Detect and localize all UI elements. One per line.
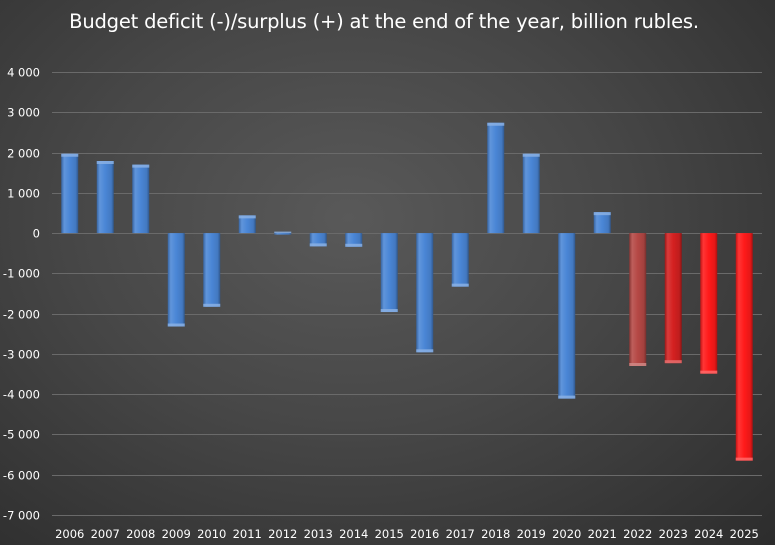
bar-bevel-2024 [700, 370, 718, 374]
bar-2016 [416, 233, 434, 353]
bar-bevel-2018 [487, 122, 505, 126]
x-tick-label: 2021 [588, 527, 617, 541]
bar-2012 [274, 233, 292, 235]
y-tick-label: 2 000 [7, 147, 40, 161]
x-tick-label: 2018 [481, 527, 510, 541]
bar-2014 [345, 233, 363, 247]
bar-2022 [629, 233, 647, 366]
y-tick-label: 3 000 [7, 106, 40, 120]
x-tick-label: 2012 [268, 527, 297, 541]
bar-2025 [735, 233, 753, 461]
bar-2009 [167, 233, 185, 327]
bar-2006 [61, 153, 79, 234]
y-axis-ticks: 4 000 3 000 2 000 1 000 0 -1 000 -2 000 -3 000 -… [3, 66, 40, 523]
bar-2018 [487, 122, 505, 234]
bar-2019 [522, 153, 540, 234]
y-tick-label: -2 000 [3, 308, 40, 322]
y-tick-label: -3 000 [3, 348, 40, 362]
bar-2007 [96, 161, 114, 234]
y-tick-label: 0 [33, 227, 40, 241]
chart-title: Budget deficit (-)/surplus (+) at the en… [69, 10, 699, 33]
bar-bevel-2006 [61, 153, 79, 157]
x-tick-label: 2009 [162, 527, 191, 541]
bar-bevel-2019 [522, 153, 540, 157]
bar-bevel-2008 [132, 164, 150, 168]
bar-2010 [203, 233, 221, 307]
bar-2020 [558, 233, 576, 399]
x-tick-label: 2025 [730, 527, 759, 541]
x-tick-label: 2017 [446, 527, 475, 541]
y-tick-label: 4 000 [7, 66, 40, 80]
bar-bevel-2021 [593, 212, 611, 216]
bar-bevel-2023 [664, 360, 682, 364]
bar-2024 [700, 233, 718, 374]
bars [61, 122, 753, 461]
y-tick-label: 1 000 [7, 187, 40, 201]
bar-bevel-2017 [451, 283, 469, 287]
bar-2013 [309, 233, 327, 247]
bar-2008 [132, 164, 150, 234]
bar-bevel-2015 [380, 309, 398, 313]
x-tick-label: 2024 [694, 527, 723, 541]
bar-bevel-2012 [274, 231, 292, 234]
y-tick-label: -5 000 [3, 428, 40, 442]
bar-2023 [664, 233, 682, 364]
x-tick-label: 2013 [304, 527, 333, 541]
x-tick-label: 2015 [375, 527, 404, 541]
x-tick-label: 2007 [91, 527, 120, 541]
bar-2017 [451, 233, 469, 287]
bar-bevel-2022 [629, 362, 647, 366]
x-axis-ticks: 2006 2007 2008 2009 2010 2011 2012 2013 2014 2015… [55, 527, 759, 541]
x-tick-label: 2010 [197, 527, 226, 541]
bar-bevel-2009 [167, 323, 185, 327]
bar-2011 [238, 215, 256, 234]
y-tick-label: -6 000 [3, 469, 40, 483]
bar-bevel-2014 [345, 243, 363, 247]
x-tick-label: 2016 [410, 527, 439, 541]
x-tick-label: 2019 [517, 527, 546, 541]
x-tick-label: 2020 [552, 527, 581, 541]
bar-2021 [593, 212, 611, 234]
x-tick-label: 2006 [55, 527, 84, 541]
bar-bevel-2016 [416, 349, 434, 353]
bar-bevel-2025 [735, 457, 753, 461]
bar-bevel-2011 [238, 215, 256, 219]
y-tick-label: -1 000 [3, 267, 40, 281]
bar-bevel-2020 [558, 395, 576, 399]
x-tick-label: 2022 [623, 527, 652, 541]
y-tick-label: -7 000 [3, 509, 40, 523]
bar-bevel-2007 [96, 161, 114, 165]
x-tick-label: 2011 [233, 527, 262, 541]
bar-2015 [380, 233, 398, 313]
bar-bevel-2013 [309, 243, 327, 247]
x-tick-label: 2008 [126, 527, 155, 541]
bar-bevel-2010 [203, 303, 221, 307]
x-tick-label: 2014 [339, 527, 368, 541]
gridlines [52, 72, 762, 516]
y-tick-label: -4 000 [3, 388, 40, 402]
x-tick-label: 2023 [659, 527, 688, 541]
